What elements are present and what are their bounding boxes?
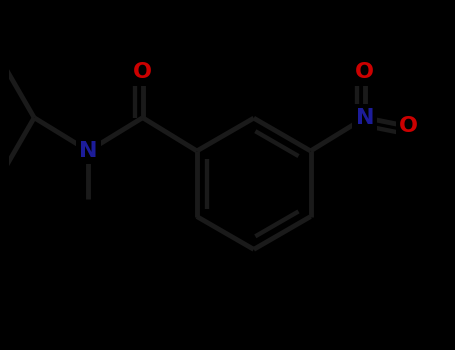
Text: N: N bbox=[356, 108, 374, 128]
Text: O: O bbox=[399, 117, 418, 136]
Text: O: O bbox=[133, 62, 152, 82]
Text: O: O bbox=[355, 62, 374, 82]
Text: N: N bbox=[79, 141, 98, 161]
